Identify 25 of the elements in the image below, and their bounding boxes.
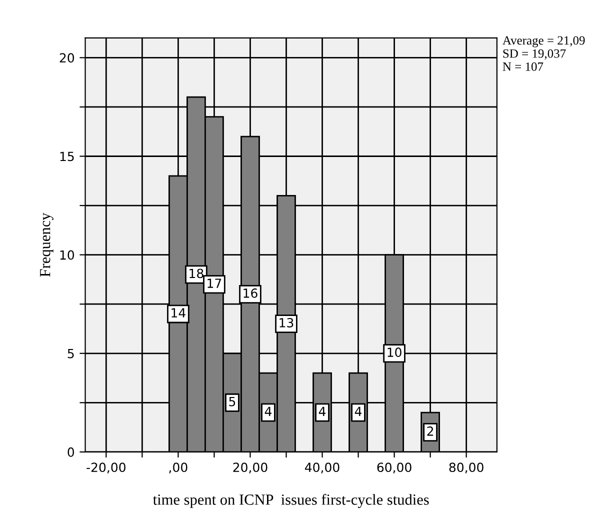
- data-label: 10: [388, 348, 402, 358]
- data-label: 17: [208, 278, 222, 288]
- x-tick-label: 20,00: [233, 462, 268, 474]
- y-tick-label: 15: [60, 152, 74, 162]
- x-tick-label: 80,00: [449, 462, 484, 474]
- data-label: 4: [354, 406, 362, 416]
- y-tick-label: 20: [60, 53, 74, 63]
- x-tick-label: ,00: [169, 462, 188, 474]
- data-label: 5: [229, 397, 236, 406]
- text: Average = 21,09 SD = 19,037 N = 107: [502, 36, 585, 71]
- data-label: 2: [427, 426, 434, 436]
- x-tick-label: -20,00: [86, 462, 126, 474]
- data-label: 18: [190, 268, 204, 278]
- y-axis-title: Frequency: [40, 212, 54, 277]
- y-tick-label: 0: [68, 447, 74, 457]
- data-label: 16: [244, 288, 258, 298]
- x-tick-label: 60,00: [377, 462, 412, 474]
- y-tick-label: 5: [68, 349, 74, 358]
- x-tick-label: 40,00: [304, 462, 340, 474]
- y-tick-label: 10: [60, 250, 74, 260]
- x-axis-title: time spent on ICNP issues first-cycle studies: [152, 494, 429, 508]
- data-label: 13: [280, 318, 294, 328]
- data-label: 4: [264, 406, 272, 416]
- data-label: 4: [318, 406, 326, 416]
- data-label: 14: [172, 308, 186, 318]
